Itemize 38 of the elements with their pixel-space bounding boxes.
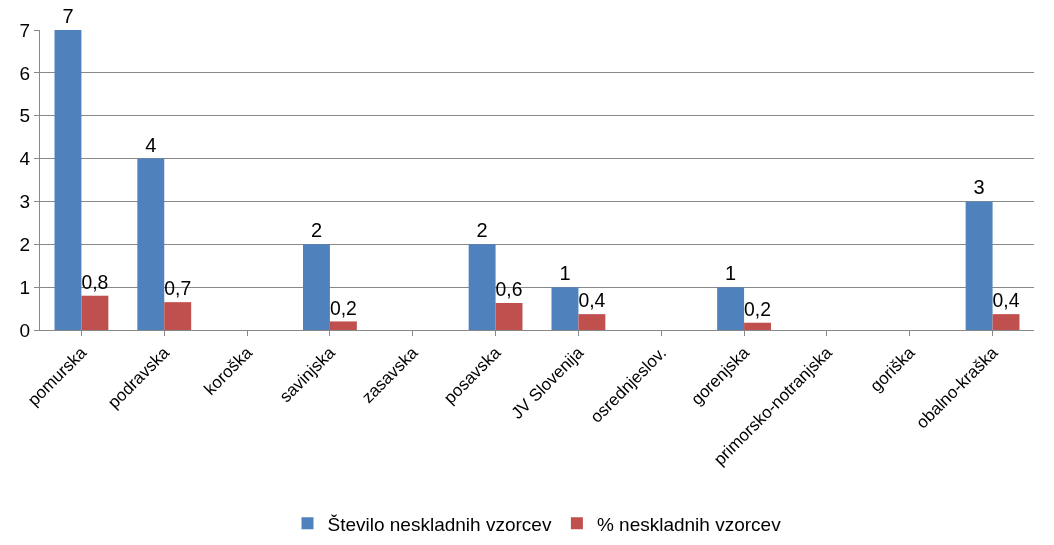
data-label: 0,2 [744, 297, 771, 320]
bar [717, 287, 745, 330]
bar [303, 244, 330, 330]
y-tick-label: 3 [19, 191, 31, 213]
data-label: 0,4 [992, 289, 1020, 312]
bar [54, 30, 82, 330]
bar [578, 314, 606, 330]
legend-label: % neskladnih vzorcev [596, 513, 782, 535]
y-tick-label: 0 [19, 319, 31, 341]
bar [495, 303, 523, 330]
bar [329, 321, 357, 330]
y-tick-label: 1 [19, 276, 31, 298]
data-label: 7 [62, 5, 74, 27]
data-label: 3 [973, 176, 985, 199]
bar [992, 314, 1020, 330]
legend-label: Število neskladnih vzorcev [327, 513, 552, 535]
data-label: 0,4 [578, 289, 606, 312]
data-label: 2 [310, 219, 323, 242]
y-tick-label: 2 [19, 233, 31, 255]
bar [81, 295, 109, 330]
bar [468, 244, 496, 330]
data-label: 1 [725, 262, 737, 285]
y-tick-label: 4 [19, 148, 31, 170]
data-label: 0,2 [329, 296, 357, 319]
data-label: 0,7 [164, 277, 192, 300]
data-label: 1 [559, 262, 571, 285]
y-tick-label: 6 [19, 62, 31, 84]
bar [164, 302, 192, 330]
y-tick-label: 7 [19, 19, 31, 41]
data-label: 0,6 [495, 278, 523, 301]
data-label: 0,8 [81, 270, 109, 293]
y-tick-label: 5 [19, 105, 31, 127]
bar [744, 322, 771, 330]
bar [137, 158, 165, 330]
data-label: 2 [476, 219, 488, 242]
bar [965, 201, 993, 330]
bar [551, 287, 579, 330]
data-label: 4 [145, 133, 157, 156]
